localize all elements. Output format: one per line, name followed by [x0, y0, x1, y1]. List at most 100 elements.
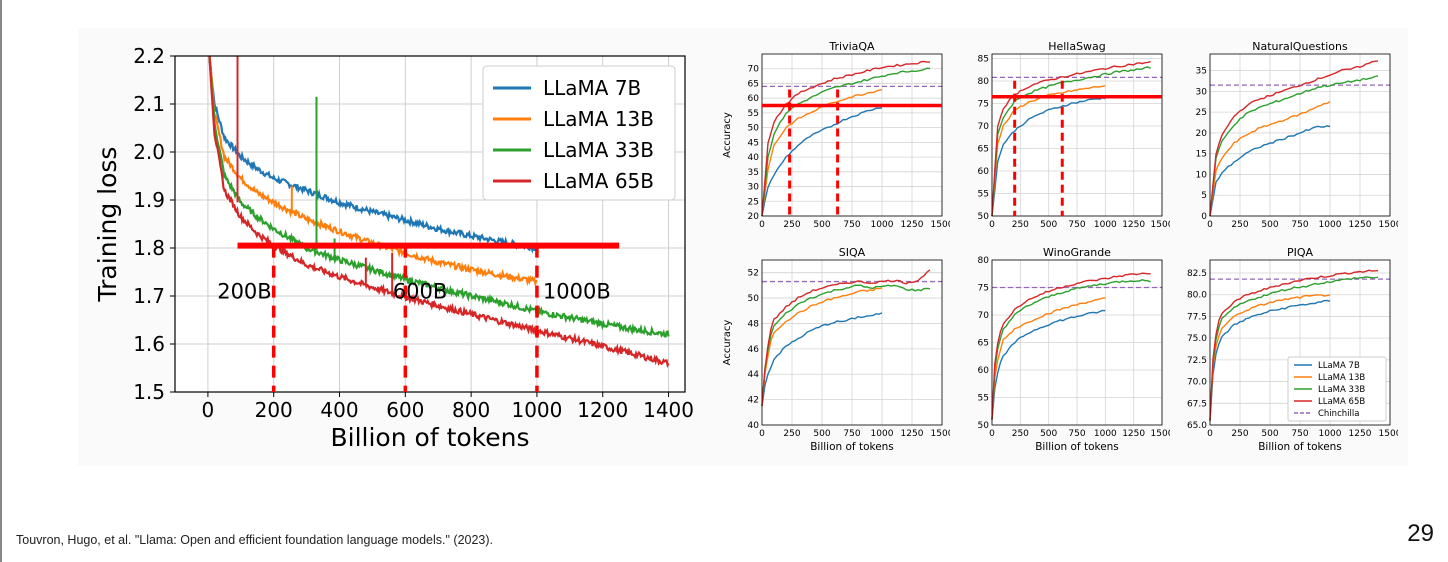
y-tick-label: 45	[748, 138, 759, 148]
x-tick-label: 1250	[1349, 220, 1372, 230]
legend-label: Chinchilla	[1318, 409, 1359, 419]
legend-label: LLaMA 33B	[1318, 385, 1365, 395]
y-tick-label: 0	[1201, 212, 1207, 222]
x-tick-label: 250	[783, 429, 800, 439]
x-tick-label: 200	[255, 398, 293, 422]
y-tick-label: 60	[978, 167, 990, 177]
y-tick-label: 20	[748, 212, 760, 222]
y-tick-label: 82.5	[1187, 269, 1207, 279]
y-tick-label: 70	[978, 311, 990, 321]
y-tick-label: 2.1	[133, 92, 165, 116]
y-tick-label: 42	[748, 396, 759, 406]
x-tick-label: 0	[989, 220, 995, 230]
x-tick-label: 1400	[643, 398, 694, 422]
x-tick-label: 750	[843, 429, 860, 439]
y-tick-label: 80	[978, 256, 990, 266]
x-tick-label: 1250	[1122, 429, 1145, 439]
y-axis-label: Accuracy	[722, 320, 733, 366]
y-tick-label: 80.0	[1187, 291, 1207, 301]
x-tick-label: 500	[1261, 429, 1278, 439]
y-tick-label: 1.6	[133, 332, 165, 356]
x-axis-label: Billion of tokens	[1258, 441, 1342, 453]
y-tick-label: 35	[748, 168, 759, 178]
threshold-label: 1000B	[543, 279, 611, 303]
x-tick-label: 250	[1012, 220, 1029, 230]
x-tick-label: 500	[1261, 220, 1278, 230]
x-tick-label: 1000	[1319, 429, 1342, 439]
y-tick-label: 1.9	[133, 188, 165, 212]
y-tick-label: 48	[748, 319, 760, 329]
y-tick-label: 5	[1201, 191, 1207, 201]
y-tick-label: 55	[748, 109, 759, 119]
threshold-label: 200B	[217, 279, 271, 303]
legend-label: LLaMA 7B	[1318, 361, 1360, 371]
x-tick-label: 750	[1068, 429, 1085, 439]
chart-title: TriviaQA	[828, 40, 875, 53]
chart-title: SIQA	[839, 246, 866, 259]
x-tick-label: 600	[386, 398, 424, 422]
legend: LLaMA 7B LLaMA 13B LLaMA 33B LLaMA 65B Chinc…	[1288, 357, 1386, 421]
y-tick-label: 15	[1196, 150, 1207, 160]
y-axis-label: Accuracy	[722, 112, 733, 158]
legend-label: LLaMA 33B	[543, 138, 654, 162]
y-tick-label: 65	[978, 339, 989, 349]
x-tick-label: 1250	[901, 429, 924, 439]
y-tick-label: 30	[748, 183, 760, 193]
y-tick-label: 1.5	[133, 380, 165, 404]
y-tick-label: 60	[978, 366, 990, 376]
y-tick-label: 50	[748, 124, 760, 134]
x-tick-label: 750	[843, 220, 860, 230]
y-tick-label: 35	[1196, 67, 1207, 77]
y-tick-label: 77.5	[1187, 312, 1207, 322]
x-tick-label: 0	[989, 429, 995, 439]
x-tick-label: 1250	[1122, 220, 1145, 230]
y-tick-label: 30	[1196, 87, 1208, 97]
y-tick-label: 25	[1196, 108, 1207, 118]
x-tick-label: 0	[759, 220, 765, 230]
x-axis-label: Billion of tokens	[331, 423, 530, 452]
x-tick-label: 1000	[871, 220, 894, 230]
x-tick-label: 1000	[871, 429, 894, 439]
y-tick-label: 55	[978, 394, 989, 404]
citation: Touvron, Hugo, et al. "Llama: Open and e…	[16, 533, 493, 547]
y-tick-label: 55	[978, 190, 989, 200]
training-loss-chart: 0 200 400 600 800 1000 1200 1400 1.5 1.6 1.7 1.8 1.9…	[78, 28, 718, 468]
x-tick-label: 1000	[1319, 220, 1342, 230]
y-tick-label: 2.0	[133, 140, 165, 164]
x-tick-label: 800	[452, 398, 490, 422]
legend-label: LLaMA 65B	[1318, 397, 1365, 407]
y-tick-label: 50	[978, 212, 990, 222]
y-tick-label: 65	[748, 79, 759, 89]
y-tick-label: 65.0	[1187, 421, 1207, 431]
y-tick-label: 50	[748, 294, 760, 304]
x-tick-label: 0	[1207, 220, 1213, 230]
x-tick-label: 400	[320, 398, 358, 422]
x-tick-label: 500	[813, 220, 830, 230]
page-number: 29	[1407, 520, 1434, 548]
x-tick-label: 1250	[1349, 429, 1372, 439]
x-tick-label: 1000	[1094, 220, 1117, 230]
naturalquestions-chart: NaturalQuestions025050075010001250150005…	[1166, 38, 1398, 243]
y-tick-label: 67.5	[1187, 399, 1207, 409]
x-tick-label: 750	[1291, 220, 1308, 230]
y-tick-label: 75.0	[1187, 334, 1207, 344]
y-tick-label: 75	[978, 100, 989, 110]
y-tick-label: 50	[978, 421, 990, 431]
y-tick-label: 1.7	[133, 284, 165, 308]
threshold-label: 600B	[393, 279, 448, 303]
legend-label: LLaMA 13B	[543, 107, 654, 131]
legend-label: LLaMA 13B	[1318, 373, 1365, 383]
x-axis-label: Billion of tokens	[810, 441, 894, 453]
chart-title: PIQA	[1287, 246, 1314, 259]
y-tick-label: 70	[748, 65, 760, 75]
slide-border	[0, 0, 2, 562]
y-tick-label: 40	[748, 153, 760, 163]
y-tick-label: 65	[978, 145, 989, 155]
x-tick-label: 500	[1040, 220, 1057, 230]
x-tick-label: 0	[1207, 429, 1213, 439]
y-tick-label: 25	[748, 197, 759, 207]
x-tick-label: 500	[813, 429, 830, 439]
